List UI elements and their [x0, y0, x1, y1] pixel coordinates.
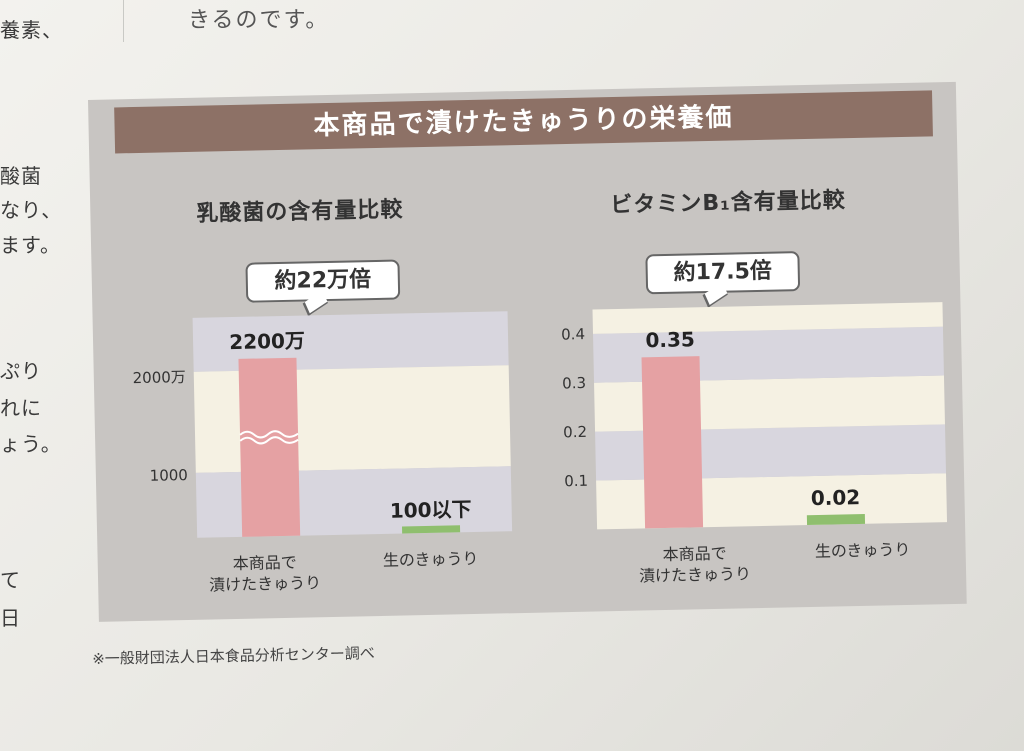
page-text-fragment: れに	[0, 396, 42, 420]
plot-band	[592, 302, 943, 334]
bar-value-label: 0.02	[811, 485, 861, 510]
y-tick-label: 1000	[150, 466, 189, 485]
page-text-fragment: ます。	[0, 233, 61, 257]
bar-value-label: 100以下	[390, 497, 472, 523]
plot-band	[192, 311, 509, 372]
bar-product	[238, 357, 301, 537]
chart-title-vitamin: ビタミンB₁含有量比較	[610, 188, 846, 219]
y-tick-label: 0.1	[564, 472, 588, 490]
bar-raw	[402, 525, 461, 534]
bar-value-label: 0.35	[645, 327, 695, 352]
category-label: 生のきゅうり	[365, 548, 495, 572]
bar-product	[641, 356, 704, 529]
bar-raw	[806, 514, 866, 526]
category-label-line: 漬けたきゅうり	[638, 564, 752, 586]
axis-break-mark	[239, 430, 299, 445]
page-text-fragment: 酸菌	[0, 164, 42, 188]
page-text-fragment: ぷり	[0, 359, 42, 383]
category-label-line: 漬けたきゅうり	[208, 573, 322, 595]
category-label: 生のきゅうり	[797, 539, 927, 563]
page-text-fragment: ょう。	[0, 432, 62, 456]
y-tick-label: 0.2	[563, 423, 587, 441]
callout-vitamin: 約17.5倍	[645, 251, 801, 295]
chart-title-lactic: 乳酸菌の含有量比較	[196, 197, 404, 227]
page-text-fragment: 日	[0, 606, 21, 630]
category-label: 本商品で 漬けたきゅうり	[619, 542, 770, 587]
y-tick-label: 0.4	[561, 325, 585, 343]
chart-vitamin: 0.1 0.2 0.3 0.4 0.35 0.02	[561, 302, 948, 530]
category-label-line: 生のきゅうり	[382, 548, 479, 570]
category-label-line: 生のきゅうり	[814, 539, 911, 561]
page-text-top: きるのです。	[188, 8, 330, 33]
y-tick-label: 2000万	[132, 368, 186, 387]
banner-title: 本商品で漬けたきゅうりの栄養価	[114, 90, 933, 154]
page-text-fragment: て	[0, 568, 21, 592]
callout-lactic: 約22万倍	[245, 259, 401, 303]
footnote: ※一般財団法人日本食品分析センター調べ	[92, 644, 375, 668]
category-label: 本商品で 漬けたきゅうり	[190, 551, 341, 596]
page-text-fragment: なり、	[0, 198, 63, 222]
chart-lactic: 2000万 1000 2200万 100以下	[132, 311, 513, 538]
page-text-fragment: 養素、	[0, 18, 63, 42]
y-tick-label: 0.3	[562, 374, 586, 392]
bar-value-label: 2200万	[229, 329, 305, 355]
nutrition-panel: 本商品で漬けたきゅうりの栄養価 乳酸菌の含有量比較 約22万倍 2000万 100…	[88, 81, 967, 622]
column-divider	[123, 0, 124, 42]
